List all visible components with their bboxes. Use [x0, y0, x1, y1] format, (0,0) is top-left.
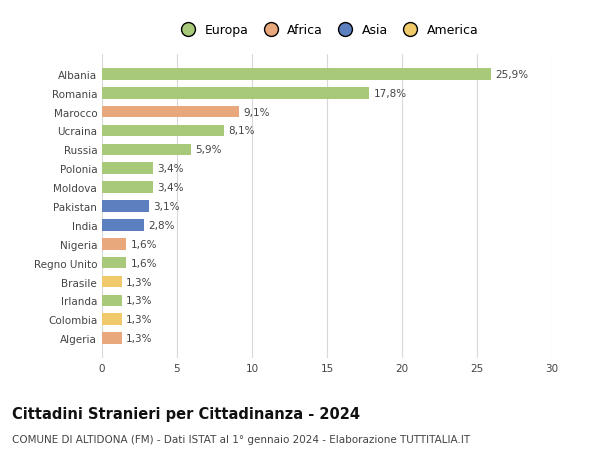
- Text: 1,6%: 1,6%: [131, 258, 157, 268]
- Bar: [102, 88, 369, 99]
- Text: 9,1%: 9,1%: [243, 107, 269, 118]
- Text: 2,8%: 2,8%: [149, 220, 175, 230]
- Bar: [102, 314, 122, 325]
- Text: 1,3%: 1,3%: [126, 333, 152, 343]
- Bar: [102, 163, 153, 175]
- Text: COMUNE DI ALTIDONA (FM) - Dati ISTAT al 1° gennaio 2024 - Elaborazione TUTTITALI: COMUNE DI ALTIDONA (FM) - Dati ISTAT al …: [12, 434, 470, 444]
- Text: 5,9%: 5,9%: [195, 145, 221, 155]
- Bar: [102, 276, 122, 288]
- Text: 1,6%: 1,6%: [131, 239, 157, 249]
- Bar: [102, 333, 122, 344]
- Bar: [102, 257, 126, 269]
- Text: Cittadini Stranieri per Cittadinanza - 2024: Cittadini Stranieri per Cittadinanza - 2…: [12, 406, 360, 421]
- Bar: [102, 125, 223, 137]
- Text: 1,3%: 1,3%: [126, 314, 152, 325]
- Bar: [102, 69, 491, 80]
- Bar: [102, 106, 239, 118]
- Bar: [102, 182, 153, 194]
- Text: 1,3%: 1,3%: [126, 296, 152, 306]
- Text: 3,1%: 3,1%: [153, 202, 179, 212]
- Bar: [102, 201, 149, 213]
- Text: 3,4%: 3,4%: [157, 164, 184, 174]
- Text: 25,9%: 25,9%: [495, 70, 528, 80]
- Bar: [102, 144, 191, 156]
- Text: 8,1%: 8,1%: [228, 126, 254, 136]
- Text: 1,3%: 1,3%: [126, 277, 152, 287]
- Bar: [102, 295, 122, 307]
- Text: 17,8%: 17,8%: [373, 89, 407, 99]
- Text: 3,4%: 3,4%: [157, 183, 184, 193]
- Legend: Europa, Africa, Asia, America: Europa, Africa, Asia, America: [173, 22, 481, 40]
- Bar: [102, 219, 144, 231]
- Bar: [102, 238, 126, 250]
